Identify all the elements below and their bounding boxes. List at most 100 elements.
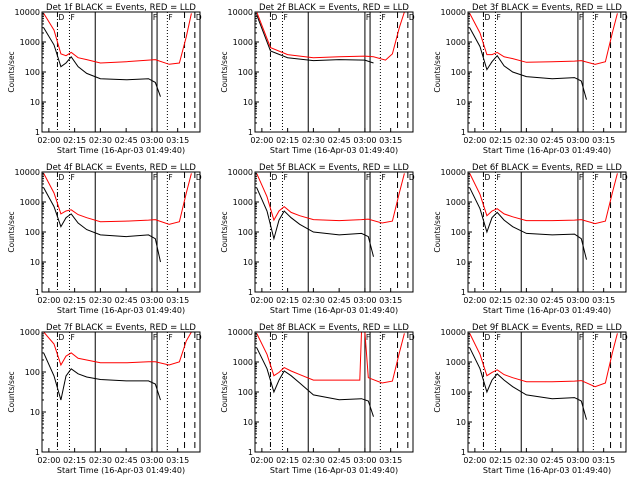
marker-label: D [484, 13, 490, 22]
y-tick-label: 100 [451, 68, 466, 77]
plot-frame [254, 11, 414, 133]
events-series-line [256, 187, 374, 257]
marker-label: D [622, 13, 628, 22]
lld-series-line [256, 12, 405, 61]
x-tick-label: 02:15 [489, 456, 512, 465]
panel-title: Det 4f BLACK = Events, RED = LLD [46, 163, 196, 173]
x-tick-label: 02:45 [328, 456, 351, 465]
x-tick-label: 03:00 [353, 296, 376, 305]
marker-label: D [271, 173, 277, 182]
x-tick-label: 03:15 [166, 136, 189, 145]
y-axis-label: Counts/sec [433, 371, 442, 412]
x-tick-label: 02:45 [541, 136, 564, 145]
y-tick-label: 100 [451, 228, 466, 237]
y-tick-label: 1000 [446, 358, 466, 367]
x-tick-label: 02:15 [63, 456, 86, 465]
x-tick-label: 02:15 [276, 296, 299, 305]
x-tick-label: 02:00 [250, 136, 273, 145]
x-tick-label: 02:30 [89, 136, 112, 145]
x-tick-label: 02:00 [463, 136, 486, 145]
x-axis-label: Start Time (16-Apr-03 01:49:40) [270, 466, 398, 475]
y-tick-label: 1000 [233, 38, 253, 47]
x-tick-label: 03:00 [353, 456, 376, 465]
x-tick-label: 02:45 [328, 296, 351, 305]
y-tick-label: 10000 [441, 168, 466, 177]
events-series-line [469, 27, 587, 100]
y-tick-label: 1000 [20, 38, 40, 47]
marker-label: F [594, 333, 598, 342]
marker-label: D [196, 13, 202, 22]
x-tick-label: 02:00 [37, 136, 60, 145]
marker-label: F [381, 173, 385, 182]
y-tick-label: 10 [456, 98, 466, 107]
lld-series-line [469, 13, 618, 65]
y-tick-label: 10000 [441, 8, 466, 17]
x-tick-label: 03:00 [566, 296, 589, 305]
x-axis-label: Start Time (16-Apr-03 01:49:40) [57, 306, 185, 315]
x-tick-label: 03:00 [566, 456, 589, 465]
events-series-line [43, 187, 161, 263]
marker-label: F [168, 13, 172, 22]
marker-label: D [271, 333, 277, 342]
marker-label: F [283, 173, 287, 182]
x-tick-label: 02:30 [89, 456, 112, 465]
x-tick-label: 02:15 [63, 136, 86, 145]
marker-label: F [168, 333, 172, 342]
panel-title: Det 6f BLACK = Events, RED = LLD [472, 163, 622, 173]
plot-frame [254, 331, 414, 453]
marker-label: F [496, 13, 500, 22]
marker-label: D [58, 13, 64, 22]
x-tick-label: 02:45 [541, 456, 564, 465]
x-tick-label: 02:45 [328, 136, 351, 145]
x-tick-label: 03:00 [140, 296, 163, 305]
y-tick-label: 1000 [446, 198, 466, 207]
events-series-line [43, 352, 161, 401]
panel-title: Det 3f BLACK = Events, RED = LLD [472, 3, 622, 13]
marker-label: D [196, 333, 202, 342]
plot-frame [41, 331, 201, 453]
x-axis-label: Start Time (16-Apr-03 01:49:40) [270, 146, 398, 155]
marker-label: F [153, 13, 157, 22]
marker-label: F [496, 333, 500, 342]
y-tick-label: 10000 [228, 168, 253, 177]
y-tick-label: 1000 [20, 328, 40, 337]
y-axis-label: Counts/sec [7, 371, 16, 412]
x-axis-label: Start Time (16-Apr-03 01:49:40) [57, 146, 185, 155]
y-tick-label: 10 [30, 258, 40, 267]
y-tick-label: 100 [25, 368, 40, 377]
x-tick-label: 03:00 [353, 136, 376, 145]
x-tick-label: 02:30 [515, 456, 538, 465]
lld-series-line [469, 173, 618, 225]
panel-title: Det 9f BLACK = Events, RED = LLD [472, 323, 622, 333]
x-tick-label: 02:45 [541, 296, 564, 305]
marker-label: F [153, 173, 157, 182]
events-series-line [469, 347, 587, 420]
y-tick-label: 1000 [20, 198, 40, 207]
y-tick-label: 1000 [233, 198, 253, 207]
panel-title: Det 8f BLACK = Events, RED = LLD [259, 323, 409, 333]
marker-label: F [153, 333, 157, 342]
y-axis-label: Counts/sec [220, 51, 229, 92]
y-axis-label: Counts/sec [433, 211, 442, 252]
marker-label: F [594, 13, 598, 22]
y-tick-label: 1 [461, 288, 466, 297]
x-tick-label: 02:00 [463, 296, 486, 305]
plot-frame [467, 171, 627, 293]
x-tick-label: 02:30 [515, 296, 538, 305]
x-axis-label: Start Time (16-Apr-03 01:49:40) [57, 466, 185, 475]
x-axis-label: Start Time (16-Apr-03 01:49:40) [483, 146, 611, 155]
marker-label: F [70, 173, 74, 182]
lld-series-line [469, 333, 618, 388]
panel-title: Det 2f BLACK = Events, RED = LLD [259, 3, 409, 13]
x-tick-label: 02:45 [115, 136, 138, 145]
events-series-line [256, 347, 374, 417]
marker-label: F [496, 173, 500, 182]
marker-label: D [409, 333, 415, 342]
lld-series-line [43, 332, 192, 367]
